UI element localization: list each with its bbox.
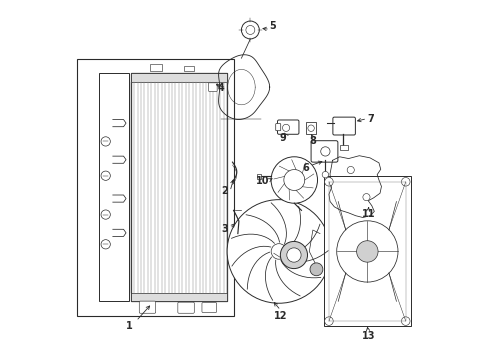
Bar [184, 66, 195, 71]
Bar [257, 174, 261, 179]
FancyBboxPatch shape [202, 302, 217, 312]
Text: 10: 10 [256, 176, 270, 186]
Circle shape [401, 177, 410, 186]
Circle shape [284, 170, 305, 190]
Circle shape [325, 177, 333, 186]
Circle shape [101, 210, 110, 219]
Text: 7: 7 [368, 113, 374, 123]
Bar [98, 73, 129, 301]
FancyBboxPatch shape [276, 123, 281, 131]
Circle shape [347, 166, 354, 174]
Circle shape [283, 124, 290, 131]
FancyBboxPatch shape [139, 301, 156, 313]
Text: 4: 4 [218, 83, 224, 93]
Circle shape [227, 200, 331, 303]
Circle shape [101, 171, 110, 180]
Text: 5: 5 [270, 21, 276, 31]
Circle shape [325, 317, 333, 325]
Bar [131, 73, 227, 301]
Text: 6: 6 [302, 163, 309, 173]
Circle shape [322, 171, 329, 178]
FancyBboxPatch shape [209, 83, 217, 91]
Circle shape [357, 241, 378, 262]
Circle shape [101, 240, 110, 249]
Text: 3: 3 [221, 224, 228, 234]
Text: 8: 8 [309, 136, 317, 146]
Circle shape [337, 221, 398, 282]
Circle shape [242, 21, 259, 39]
Text: 1: 1 [125, 321, 132, 331]
Circle shape [271, 244, 287, 259]
Circle shape [246, 26, 255, 35]
Text: 11: 11 [362, 209, 375, 219]
Text: 9: 9 [279, 133, 286, 143]
Circle shape [308, 125, 314, 131]
Bar [150, 64, 163, 71]
Circle shape [310, 263, 323, 276]
Circle shape [321, 147, 330, 156]
Bar [306, 122, 316, 134]
Text: 13: 13 [362, 332, 375, 342]
FancyBboxPatch shape [178, 302, 194, 313]
Bar [329, 182, 406, 321]
Circle shape [401, 317, 410, 325]
Circle shape [271, 157, 318, 203]
Bar [131, 293, 227, 301]
Text: 2: 2 [221, 186, 228, 197]
Bar [340, 145, 347, 150]
Bar [131, 73, 227, 82]
FancyBboxPatch shape [333, 117, 355, 135]
Bar [323, 176, 411, 327]
Circle shape [280, 242, 308, 269]
Circle shape [287, 248, 301, 262]
Circle shape [363, 194, 370, 201]
FancyBboxPatch shape [311, 141, 338, 162]
Circle shape [101, 137, 110, 146]
Text: 12: 12 [274, 311, 288, 321]
FancyBboxPatch shape [277, 120, 299, 134]
Bar [77, 59, 234, 316]
